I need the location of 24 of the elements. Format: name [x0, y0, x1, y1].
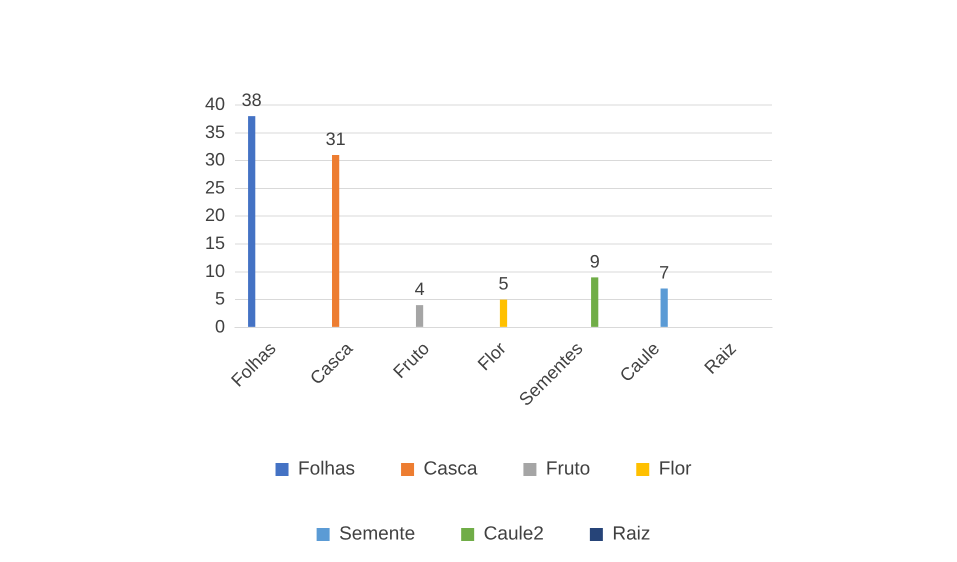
- y-tick-label: 15: [204, 232, 226, 253]
- data-label: 31: [326, 129, 346, 150]
- x-tick-label: Raiz: [700, 338, 740, 378]
- y-tick-label: 10: [204, 260, 226, 281]
- data-label: 7: [659, 262, 670, 282]
- data-label: 5: [498, 274, 509, 294]
- y-tick-label: 25: [204, 177, 226, 198]
- y-tick-label: 30: [204, 150, 226, 170]
- y-tick-label: 40: [204, 94, 226, 114]
- legend-label: Fruto: [546, 458, 590, 480]
- data-label: 4: [414, 279, 425, 300]
- legend-label: Casca: [424, 458, 478, 480]
- y-tick-label: 5: [215, 288, 226, 309]
- data-label: 9: [590, 251, 600, 272]
- data-label: 38: [242, 90, 262, 110]
- y-tick-label: 35: [204, 122, 226, 142]
- legend-label: Raiz: [612, 524, 650, 545]
- y-tick-label: 20: [204, 205, 226, 226]
- legend-label: Semente: [339, 524, 416, 545]
- legend-label: Folhas: [298, 458, 356, 480]
- legend-label: Caule2: [484, 524, 544, 545]
- x-tick-label: Flor: [474, 338, 510, 374]
- legend-label: Flor: [658, 458, 692, 480]
- y-tick-label: 0: [215, 316, 226, 336]
